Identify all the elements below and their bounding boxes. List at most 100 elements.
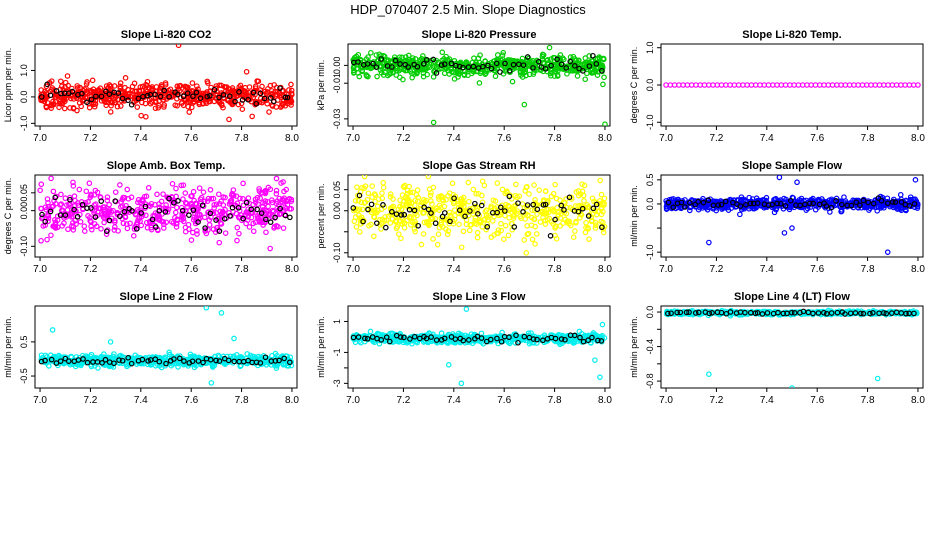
data-point: [412, 197, 419, 204]
data-point: [419, 65, 425, 72]
data-point-black: [370, 60, 376, 67]
data-point: [112, 189, 119, 195]
data-point: [359, 68, 365, 75]
data-point: [524, 223, 530, 229]
data-point: [910, 199, 917, 206]
y-axis-label: ml/min per min.: [629, 316, 639, 378]
x-tick-label: 7.0: [659, 133, 673, 144]
data-point: [378, 226, 384, 232]
data-point-black: [451, 195, 457, 202]
data-point: [74, 95, 80, 101]
data-point: [498, 227, 504, 234]
data-point: [143, 193, 150, 200]
data-point-black: [530, 336, 537, 342]
data-point: [572, 228, 578, 234]
data-point-black: [892, 199, 899, 205]
data-point: [573, 219, 579, 226]
data-point: [226, 86, 233, 92]
data-point: [87, 218, 94, 224]
data-point: [86, 214, 93, 221]
data-point: [600, 81, 606, 88]
y-tick-label: 1.0: [645, 41, 655, 54]
data-point: [86, 180, 93, 187]
data-point: [38, 237, 44, 244]
data-point: [483, 226, 490, 233]
data-point: [398, 235, 404, 242]
data-point: [412, 222, 419, 228]
data-point-black: [373, 64, 380, 70]
data-point: [547, 72, 554, 79]
data-point-black: [257, 90, 264, 97]
data-point: [114, 209, 121, 216]
x-tick-label: 7.0: [346, 395, 360, 406]
data-point: [230, 93, 236, 100]
data-point: [252, 83, 259, 90]
data-point-black: [598, 338, 605, 344]
data-point: [181, 218, 187, 225]
plot-frame: [347, 43, 611, 127]
data-point: [713, 207, 720, 214]
data-point: [172, 214, 178, 221]
data-point: [541, 210, 548, 216]
data-point-black: [542, 201, 549, 208]
data-point: [365, 190, 372, 197]
data-point-black: [125, 354, 131, 361]
y-tick-label: -1.0: [645, 115, 655, 131]
panel-title: Slope Li-820 CO2: [121, 29, 211, 41]
data-point: [288, 81, 294, 88]
x-tick-label: 8.0: [598, 133, 612, 144]
panel-title: Slope Sample Flow: [742, 160, 843, 172]
data-point: [123, 202, 129, 209]
data-point-black: [39, 211, 45, 218]
data-point: [371, 233, 377, 240]
data-point: [399, 192, 406, 198]
data-point-black: [355, 59, 361, 65]
data-point-black: [236, 89, 242, 95]
data-point-outlier: [243, 68, 250, 75]
data-point-black: [599, 67, 605, 74]
data-point: [472, 220, 478, 227]
data-point: [112, 224, 118, 230]
x-tick-label: 7.4: [447, 133, 461, 144]
data-point-black: [521, 333, 528, 340]
data-point: [505, 232, 512, 239]
data-point-black: [102, 356, 109, 363]
x-tick-label: 8.0: [598, 264, 612, 275]
data-point: [516, 193, 523, 200]
data-point: [425, 219, 431, 225]
data-points: [350, 44, 608, 126]
data-point-black: [787, 197, 794, 204]
data-point: [546, 215, 553, 222]
data-point: [180, 182, 187, 188]
data-point: [175, 364, 181, 370]
data-point: [833, 195, 840, 202]
data-point: [598, 191, 605, 198]
x-tick-label: 7.2: [396, 264, 410, 275]
data-point: [492, 73, 499, 80]
panel-title: Slope Li-820 Pressure: [422, 29, 537, 41]
x-tick-label: 7.6: [810, 395, 824, 406]
data-point: [62, 84, 68, 90]
data-point: [154, 191, 160, 198]
data-point-black: [590, 52, 596, 59]
x-tick-label: 7.0: [659, 395, 673, 406]
data-point: [238, 100, 245, 107]
data-point-black: [769, 201, 775, 208]
y-tick-label: 1.0: [19, 64, 29, 77]
data-point: [92, 187, 99, 194]
data-points: [663, 175, 921, 255]
data-point: [390, 69, 397, 76]
x-tick-label: 7.8: [861, 264, 875, 275]
data-point: [143, 219, 150, 226]
data-point-black: [718, 201, 725, 208]
data-point: [70, 96, 77, 102]
data-point: [50, 98, 56, 105]
data-point: [84, 79, 90, 85]
data-point: [593, 222, 599, 229]
data-point-black: [540, 202, 547, 208]
data-point-black: [398, 212, 405, 218]
data-point: [123, 221, 130, 227]
data-point-black: [538, 64, 545, 70]
data-point: [186, 109, 193, 115]
y-tick-label: 0.5: [645, 174, 655, 187]
